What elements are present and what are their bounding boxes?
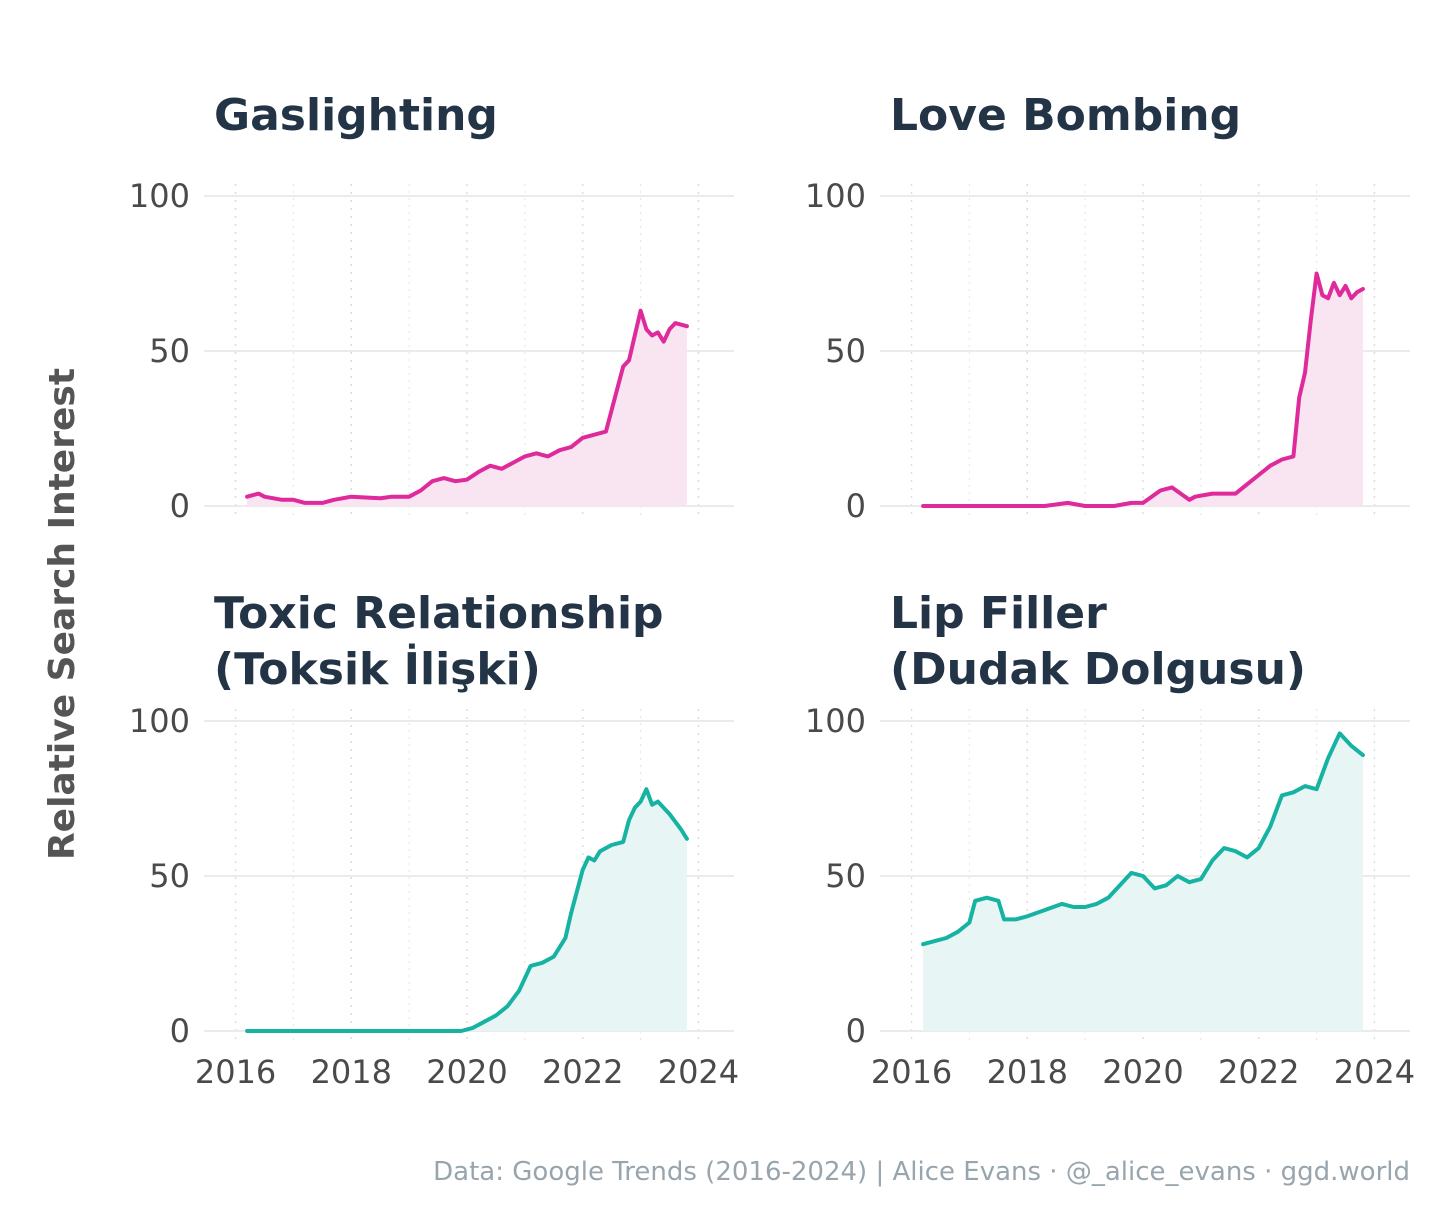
series-line-toxic-relationship — [245, 787, 689, 1033]
y-tick-label: 0 — [170, 487, 190, 525]
x-tick-label: 2018 — [987, 1053, 1068, 1091]
y-tick-label: 50 — [149, 857, 190, 895]
panel-gaslighting: Gaslighting 0 50 100 — [129, 90, 734, 525]
panel-title-toxic-relationship: (Toksik İlişki) — [214, 642, 541, 695]
x-tick-label: 2020 — [426, 1053, 507, 1091]
y-tick-label: 100 — [805, 702, 866, 740]
x-tick-label: 2016 — [195, 1053, 276, 1091]
y-tick-label: 0 — [170, 1012, 190, 1050]
x-tick-label: 2022 — [1218, 1053, 1299, 1091]
y-tick-label: 0 — [846, 487, 866, 525]
series-line-love-bombing — [921, 271, 1365, 508]
panel-lip-filler: Lip Filler(Dudak Dolgusu) 0 50 100 2016 2018 2… — [805, 588, 1415, 1091]
panel-toxic-relationship: Toxic Relationship(Toksik İlişki) 0 50 100 2… — [129, 588, 739, 1091]
area-lip-filler — [923, 733, 1363, 1031]
y-tick-label: 50 — [149, 332, 190, 370]
area-toxic-relationship — [247, 789, 687, 1031]
panel-title-lip-filler: Lip Filler — [890, 588, 1107, 639]
y-tick-label: 0 — [846, 1012, 866, 1050]
series-line-lip-filler — [921, 731, 1365, 947]
x-tick-label: 2024 — [1334, 1053, 1415, 1091]
source-caption: Data: Google Trends (2016-2024) | Alice … — [433, 1157, 1410, 1187]
y-tick-label: 100 — [129, 177, 190, 215]
y-tick-label: 50 — [825, 332, 866, 370]
panel-title-love-bombing: Love Bombing — [890, 90, 1241, 141]
y-axis-title: Relative Search Interest — [42, 368, 83, 860]
panel-title-gaslighting: Gaslighting — [214, 90, 498, 141]
panel-love-bombing: Love Bombing 0 50 100 — [805, 90, 1410, 525]
y-tick-label: 50 — [825, 857, 866, 895]
series-line-gaslighting — [245, 308, 689, 505]
area-love-bombing — [923, 273, 1363, 506]
x-tick-label: 2022 — [542, 1053, 623, 1091]
panel-title-toxic-relationship: Toxic Relationship — [214, 588, 664, 639]
y-tick-label: 100 — [805, 177, 866, 215]
x-tick-label: 2016 — [871, 1053, 952, 1091]
area-gaslighting — [247, 310, 687, 506]
x-tick-label: 2018 — [311, 1053, 392, 1091]
x-tick-label: 2024 — [658, 1053, 739, 1091]
x-tick-label: 2020 — [1102, 1053, 1183, 1091]
y-tick-label: 100 — [129, 702, 190, 740]
panel-title-lip-filler: (Dudak Dolgusu) — [890, 644, 1306, 695]
